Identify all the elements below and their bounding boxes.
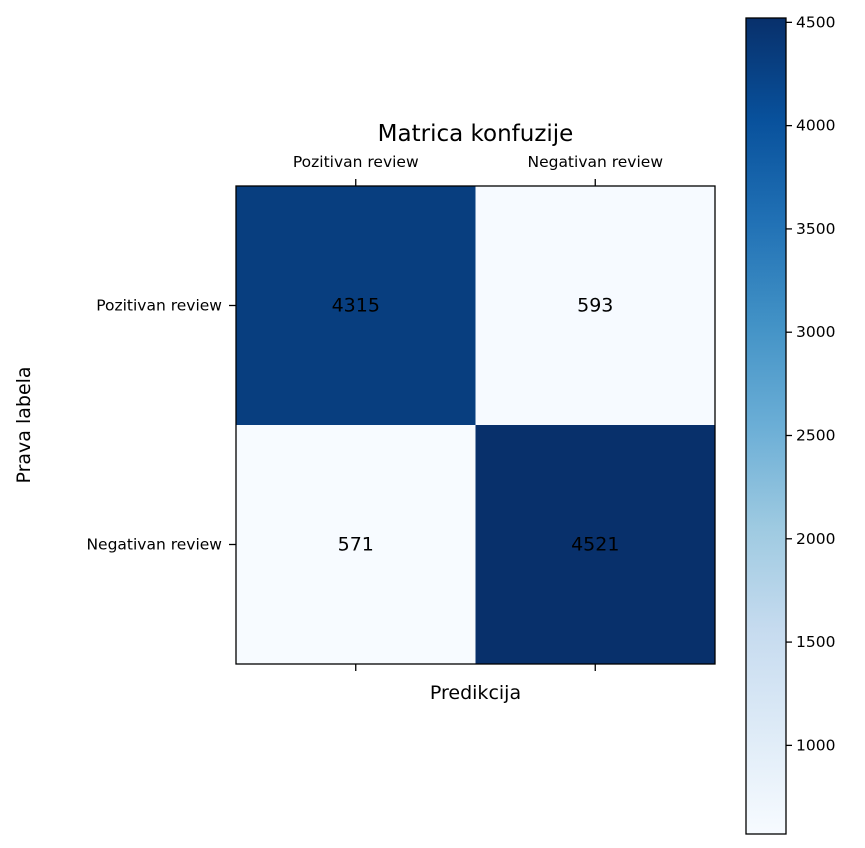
y-axis-ticks: Pozitivan review Negativan review xyxy=(86,297,236,554)
heatmap-cell xyxy=(475,425,715,664)
colorbar-tick-label: 1000 xyxy=(796,736,835,754)
y-axis-label: Prava labela xyxy=(13,366,35,483)
heatmap-cells xyxy=(236,186,715,664)
heatmap-cell xyxy=(236,186,476,425)
heatmap-cell xyxy=(475,186,715,425)
colorbar-ticks: 1000 1500 2000 2500 3000 3500 4000 4500 xyxy=(786,13,835,754)
colorbar-tick-label: 2000 xyxy=(796,530,835,548)
cell-value-label: 4315 xyxy=(332,295,380,317)
colorbar-tick-label: 4500 xyxy=(796,13,835,31)
cell-value-label: 593 xyxy=(577,295,613,317)
cell-value-label: 571 xyxy=(338,534,374,556)
cell-value-label: 4521 xyxy=(571,534,619,556)
y-tick-label: Negativan review xyxy=(86,536,222,554)
cell-value-labels: 4315 593 571 4521 xyxy=(332,295,620,556)
heatmap-cell xyxy=(236,425,476,664)
colorbar-tick-label: 2500 xyxy=(796,427,835,445)
colorbar-tick-label: 3000 xyxy=(796,323,835,341)
colorbar-tick-label: 3500 xyxy=(796,220,835,238)
colorbar-tick-label: 1500 xyxy=(796,633,835,651)
x-axis-label: Predikcija xyxy=(430,682,521,704)
chart-title: Matrica konfuzije xyxy=(378,121,574,147)
x-tick-label: Pozitivan review xyxy=(293,153,419,171)
colorbar xyxy=(745,17,787,835)
y-tick-label: Pozitivan review xyxy=(96,297,222,315)
x-axis-ticks: Pozitivan review Negativan review xyxy=(293,153,663,671)
x-tick-label: Negativan review xyxy=(527,153,663,171)
colorbar-tick-label: 4000 xyxy=(796,117,835,135)
plot-frame xyxy=(235,185,716,665)
